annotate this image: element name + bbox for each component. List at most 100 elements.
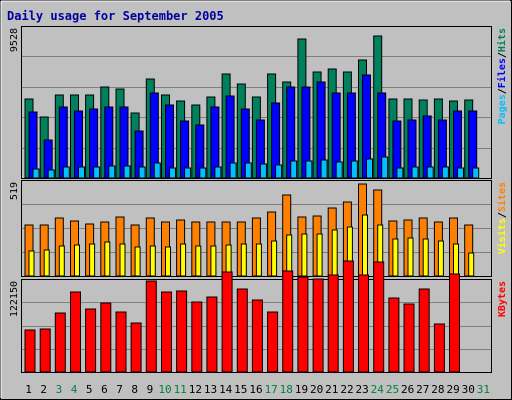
x-tick-label-28: 28 (431, 383, 444, 396)
legend-files: Files (496, 58, 508, 88)
x-tick-label-11: 11 (174, 383, 187, 396)
bar-visits-day-16 (255, 243, 262, 277)
x-tick-label-16: 16 (249, 383, 262, 396)
bar-files-day-10 (165, 104, 174, 179)
bar-pages-day-3 (62, 166, 70, 179)
bar-visits-day-14 (225, 244, 232, 277)
bar-kbytes-day-19 (297, 276, 309, 373)
x-tick-label-6: 6 (101, 383, 108, 396)
bar-visits-day-21 (331, 229, 338, 277)
bar-kbytes-day-24 (373, 261, 385, 373)
x-tick-label-29: 29 (446, 383, 459, 396)
legend-kbytes: KBytes (497, 281, 508, 317)
bar-pages-day-12 (199, 167, 207, 179)
bar-visits-day-6 (104, 241, 111, 277)
bar-pages-day-7 (123, 165, 131, 179)
bar-kbytes-day-16 (251, 299, 263, 373)
bar-kbytes-day-3 (54, 312, 66, 373)
x-tick-label-31: 31 (477, 383, 490, 396)
bar-visits-day-23 (362, 214, 368, 277)
bar-pages-day-24 (381, 156, 389, 179)
ymax-label-visits: 519 (9, 182, 20, 200)
bar-visits-day-8 (134, 246, 141, 277)
bar-kbytes-day-8 (130, 322, 142, 373)
x-tick-label-9: 9 (147, 383, 154, 396)
bar-pages-day-27 (426, 166, 434, 179)
x-tick-label-30: 30 (462, 383, 475, 396)
bar-kbytes-day-10 (161, 291, 172, 373)
x-tick-label-7: 7 (116, 383, 123, 396)
bar-kbytes-day-4 (70, 291, 81, 373)
x-tick-label-20: 20 (310, 383, 323, 396)
x-tick-label-26: 26 (401, 383, 414, 396)
bar-visits-day-27 (422, 238, 429, 277)
x-tick-label-10: 10 (158, 383, 171, 396)
bar-kbytes-day-2 (39, 328, 51, 373)
bar-pages-day-18 (290, 160, 298, 179)
legend-kbytes: KBytes (497, 281, 508, 317)
x-tick-label-4: 4 (71, 383, 78, 396)
x-tick-label-23: 23 (355, 383, 368, 396)
bar-visits-day-12 (195, 245, 202, 277)
x-tick-label-1: 1 (25, 383, 32, 396)
ymax-label-hits: 9528 (9, 28, 20, 52)
bar-visits-day-20 (316, 233, 323, 277)
bar-pages-day-5 (93, 166, 101, 179)
bar-pages-day-22 (350, 160, 358, 179)
bar-visits-day-25 (392, 238, 399, 277)
x-tick-label-3: 3 (56, 383, 63, 396)
bar-visits-day-19 (301, 233, 308, 277)
bar-pages-day-16 (259, 163, 267, 179)
bar-kbytes-day-25 (388, 297, 400, 373)
bar-pages-day-11 (184, 167, 192, 179)
x-tick-label-24: 24 (371, 383, 385, 396)
x-tick-label-19: 19 (295, 383, 308, 396)
bar-pages-day-20 (320, 159, 328, 179)
bar-kbytes-day-20 (312, 278, 324, 373)
bar-kbytes-day-27 (418, 288, 430, 373)
legend-hits: Pages/Files/Hits (496, 28, 508, 124)
bar-pages-day-4 (78, 166, 85, 179)
legend-hits: Hits (496, 28, 508, 52)
bar-visits-day-28 (437, 240, 444, 277)
x-tick-label-14: 14 (219, 383, 233, 396)
bar-kbytes-day-28 (433, 323, 445, 373)
chart-title: Daily usage for September 2005 (7, 9, 224, 23)
bar-kbytes-day-18 (282, 270, 294, 373)
bar-kbytes-day-22 (342, 260, 354, 373)
bar-files-day-1 (28, 111, 38, 179)
x-tick-label-25: 25 (386, 383, 399, 396)
legend-pages: Pages (497, 94, 508, 124)
bar-pages-day-14 (229, 162, 237, 179)
bar-pages-day-28 (441, 166, 449, 179)
bar-pages-day-8 (138, 166, 146, 179)
bar-pages-day-15 (244, 162, 252, 179)
bar-pages-day-25 (396, 167, 404, 179)
bar-visits-day-10 (165, 246, 171, 277)
bar-pages-day-21 (335, 161, 343, 179)
bar-visits-day-26 (407, 237, 414, 277)
bar-visits-day-13 (210, 245, 217, 277)
bar-visits-day-15 (240, 243, 247, 277)
legend-sites: Sites (496, 182, 508, 212)
bar-visits-day-30 (468, 252, 475, 277)
bar-visits-day-4 (74, 244, 80, 277)
bar-visits-day-1 (28, 250, 35, 277)
x-tick-label-22: 22 (340, 383, 353, 396)
bar-pages-day-29 (457, 167, 464, 179)
bar-kbytes-day-14 (221, 271, 233, 373)
bar-kbytes-day-23 (358, 274, 369, 373)
bar-pages-day-30 (472, 167, 480, 179)
x-tick-label-27: 27 (416, 383, 429, 396)
bar-kbytes-day-12 (191, 301, 203, 373)
bar-kbytes-day-13 (206, 296, 218, 373)
bar-kbytes-day-29 (449, 273, 460, 373)
bar-pages-day-17 (275, 164, 283, 179)
bar-kbytes-day-17 (267, 311, 279, 373)
bar-visits-day-7 (119, 243, 126, 277)
bar-visits-day-2 (43, 249, 50, 277)
ymax-label-kbytes: 122150 (9, 281, 20, 317)
legend-separator: / (497, 52, 508, 58)
legend-separator: / (497, 88, 508, 94)
